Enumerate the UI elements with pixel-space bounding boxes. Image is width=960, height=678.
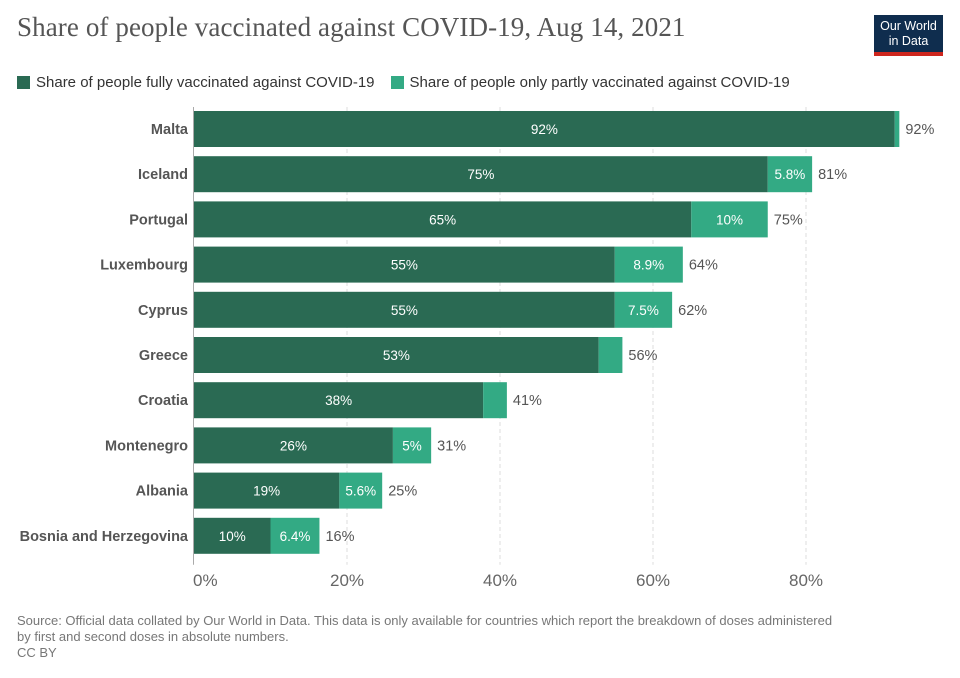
bar-partly-vaccinated — [339, 472, 383, 509]
bar-partly-vaccinated — [691, 201, 768, 238]
bar-label-partly: 8.9% — [633, 258, 664, 273]
bar-total-label: 92% — [905, 122, 934, 138]
bar-label-fully: 55% — [391, 258, 418, 273]
x-tick-label: 60% — [636, 571, 670, 590]
bar-fully-vaccinated — [194, 517, 271, 554]
legend-swatch-fully — [17, 76, 30, 89]
category-label: Albania — [136, 484, 189, 500]
bar-label-partly: 6.4% — [280, 529, 311, 544]
bar-fully-vaccinated — [194, 156, 768, 193]
bar-label-fully: 10% — [219, 529, 246, 544]
bar-label-partly: 5% — [402, 438, 422, 453]
bar-total-label: 62% — [678, 303, 707, 319]
bar-label-fully: 65% — [429, 212, 456, 227]
logo-accent-bar — [874, 52, 943, 56]
bar-partly-vaccinated — [614, 291, 673, 328]
legend-item-partly[interactable]: Share of people only partly vaccinated a… — [390, 74, 790, 91]
source-note-line-1: Source: Official data collated by Our Wo… — [17, 613, 833, 628]
category-label: Cyprus — [138, 303, 188, 319]
category-label: Croatia — [138, 393, 189, 409]
x-tick-label: 80% — [789, 571, 823, 590]
bar-chart: 0% 20% 40% 60% 80% Malta 92% 92% Iceland 75% 5.8% 8… — [20, 107, 934, 590]
logo-line-2: in Data — [888, 34, 929, 48]
license-note: CC BY — [17, 645, 57, 660]
bar-label-fully: 53% — [383, 348, 410, 363]
bar-total-label: 75% — [774, 212, 803, 228]
bar-fully-vaccinated — [194, 111, 895, 147]
bar-label-fully: 38% — [325, 393, 352, 408]
category-label: Bosnia and Herzegovina — [20, 529, 189, 545]
bar-partly-vaccinated — [598, 337, 623, 373]
category-label: Luxembourg — [100, 258, 188, 274]
footer: Source: Official data collated by Our Wo… — [17, 613, 927, 661]
bar-partly-vaccinated — [270, 517, 320, 554]
bar-total-label: 16% — [325, 529, 354, 545]
bar-fully-vaccinated — [194, 201, 692, 238]
bar-label-fully: 92% — [531, 122, 558, 137]
bar-label-partly: 10% — [716, 212, 743, 227]
source-note-line-2: by first and second doses in absolute nu… — [17, 629, 289, 644]
bar-label-fully: 19% — [253, 484, 280, 499]
bar-total-label: 56% — [628, 348, 657, 364]
bar-fully-vaccinated — [194, 427, 393, 464]
bar-fully-vaccinated — [194, 382, 484, 419]
legend-item-fully[interactable]: Share of people fully vaccinated against… — [17, 74, 375, 91]
category-label: Montenegro — [105, 438, 188, 454]
legend-label-fully: Share of people fully vaccinated against… — [36, 74, 375, 91]
bar-total-label: 64% — [689, 258, 718, 274]
bar-total-label: 25% — [388, 484, 417, 500]
bar-total-label: 31% — [437, 438, 466, 454]
legend: Share of people fully vaccinated against… — [17, 74, 806, 91]
x-tick-label: 20% — [330, 571, 364, 590]
logo-line-1: Our World — [880, 19, 937, 33]
bar-label-partly: 5.8% — [775, 167, 806, 182]
bar-total-label: 81% — [818, 167, 847, 183]
legend-swatch-partly — [390, 76, 404, 89]
bar-label-fully: 26% — [280, 438, 307, 453]
bar-label-partly: 5.6% — [345, 484, 376, 499]
owid-logo[interactable]: Our World in Data — [874, 15, 943, 56]
bar-fully-vaccinated — [194, 246, 615, 283]
bar-total-label: 41% — [513, 393, 542, 409]
x-tick-label: 40% — [483, 571, 517, 590]
chart-title: Share of people vaccinated against COVID… — [17, 12, 686, 42]
bar-fully-vaccinated — [194, 291, 615, 328]
bar-partly-vaccinated — [767, 156, 813, 193]
bar-label-fully: 75% — [467, 167, 494, 182]
bar-label-fully: 55% — [391, 303, 418, 318]
category-label: Malta — [151, 122, 189, 138]
x-tick-label: 0% — [193, 571, 218, 590]
bar-partly-vaccinated — [483, 382, 507, 419]
category-label: Iceland — [138, 167, 188, 183]
bar-fully-vaccinated — [194, 337, 599, 373]
category-label: Greece — [139, 348, 188, 364]
bar-partly-vaccinated — [614, 246, 683, 283]
bar-partly-vaccinated — [894, 111, 900, 147]
bar-partly-vaccinated — [392, 427, 432, 464]
legend-label-partly: Share of people only partly vaccinated a… — [409, 74, 790, 91]
category-label: Portugal — [129, 212, 188, 228]
bar-label-partly: 7.5% — [628, 303, 659, 318]
bar-fully-vaccinated — [194, 472, 340, 509]
